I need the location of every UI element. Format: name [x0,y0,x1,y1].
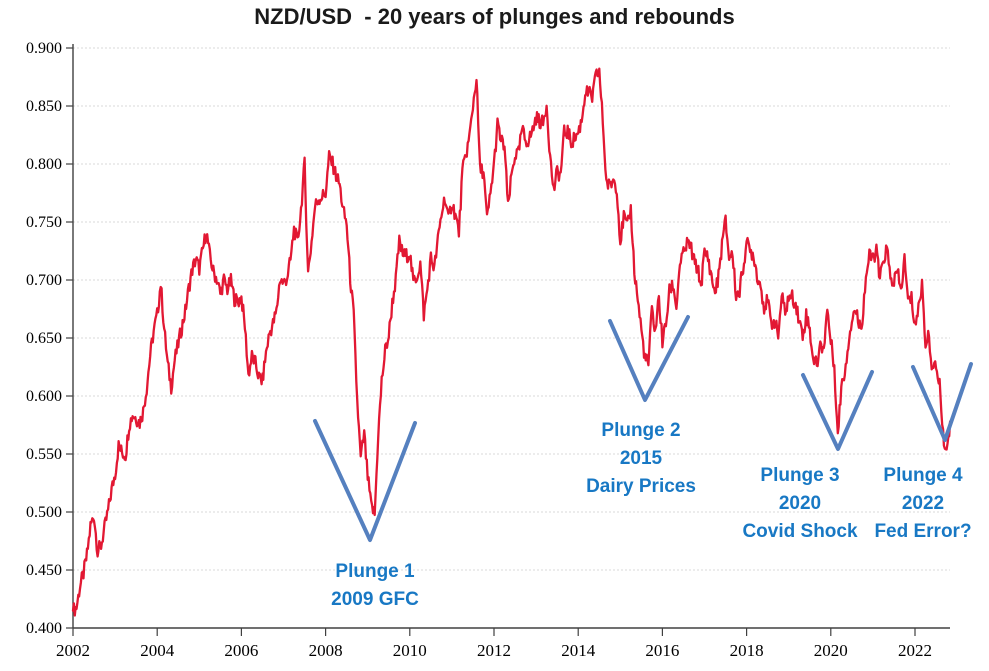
annotation-line: Dairy Prices [586,476,696,497]
annotation-line: Plunge 3 [760,465,840,486]
x-tick-label: 2008 [309,641,343,660]
plunge-1-v-marker [313,419,417,542]
y-tick-label: 0.550 [26,446,62,463]
annotation-plunge-4: Plunge 4 2022 Fed Error? [874,462,971,546]
y-tick-label: 0.450 [26,562,62,579]
x-tick-label: 2018 [730,641,764,660]
x-tick-label: 2016 [645,641,679,660]
annotation-plunge-3: Plunge 3 2020 Covid Shock [742,462,857,546]
x-tick-label: 2020 [814,641,848,660]
x-tick-label: 2004 [140,641,175,660]
annotation-line: 2015 [619,448,663,469]
x-tick-label: 2014 [561,641,596,660]
y-tick-label: 0.750 [26,214,62,231]
annotation-line: 2009 GFC [331,589,419,610]
y-tick-label: 0.500 [26,504,62,521]
plunge-3-v-marker [801,370,874,451]
y-tick-label: 0.800 [26,156,62,173]
x-tick-label: 2022 [898,641,932,660]
annotation-line: Covid Shock [742,521,858,542]
chart-title: NZD/USD - 20 years of plunges and reboun… [254,4,735,29]
annotation-line: Plunge 2 [601,420,681,441]
plunge-4-v-marker [911,362,973,442]
annotation-line: 2020 [778,493,822,514]
x-tick-label: 2002 [56,641,90,660]
nzdusd-series-line [71,67,952,617]
y-tick-label: 0.400 [26,620,62,637]
x-tick-label: 2012 [477,641,511,660]
y-tick-label: 0.850 [26,98,62,115]
y-tick-label: 0.700 [26,272,62,289]
annotation-line: Fed Error? [874,521,972,542]
annotation-plunge-1: Plunge 1 2009 GFC [331,558,419,614]
y-tick-label: 0.900 [26,40,62,57]
y-tick-label: 0.650 [26,330,62,347]
annotation-plunge-2: Plunge 2 2015 Dairy Prices [586,417,696,501]
annotation-line: Plunge 4 [883,465,963,486]
y-tick-label: 0.600 [26,388,62,405]
x-tick-label: 2006 [224,641,258,660]
annotation-line: 2022 [901,493,945,514]
plunge-2-v-marker [608,315,690,402]
annotation-line: Plunge 1 [335,561,415,582]
x-tick-label: 2010 [393,641,427,660]
